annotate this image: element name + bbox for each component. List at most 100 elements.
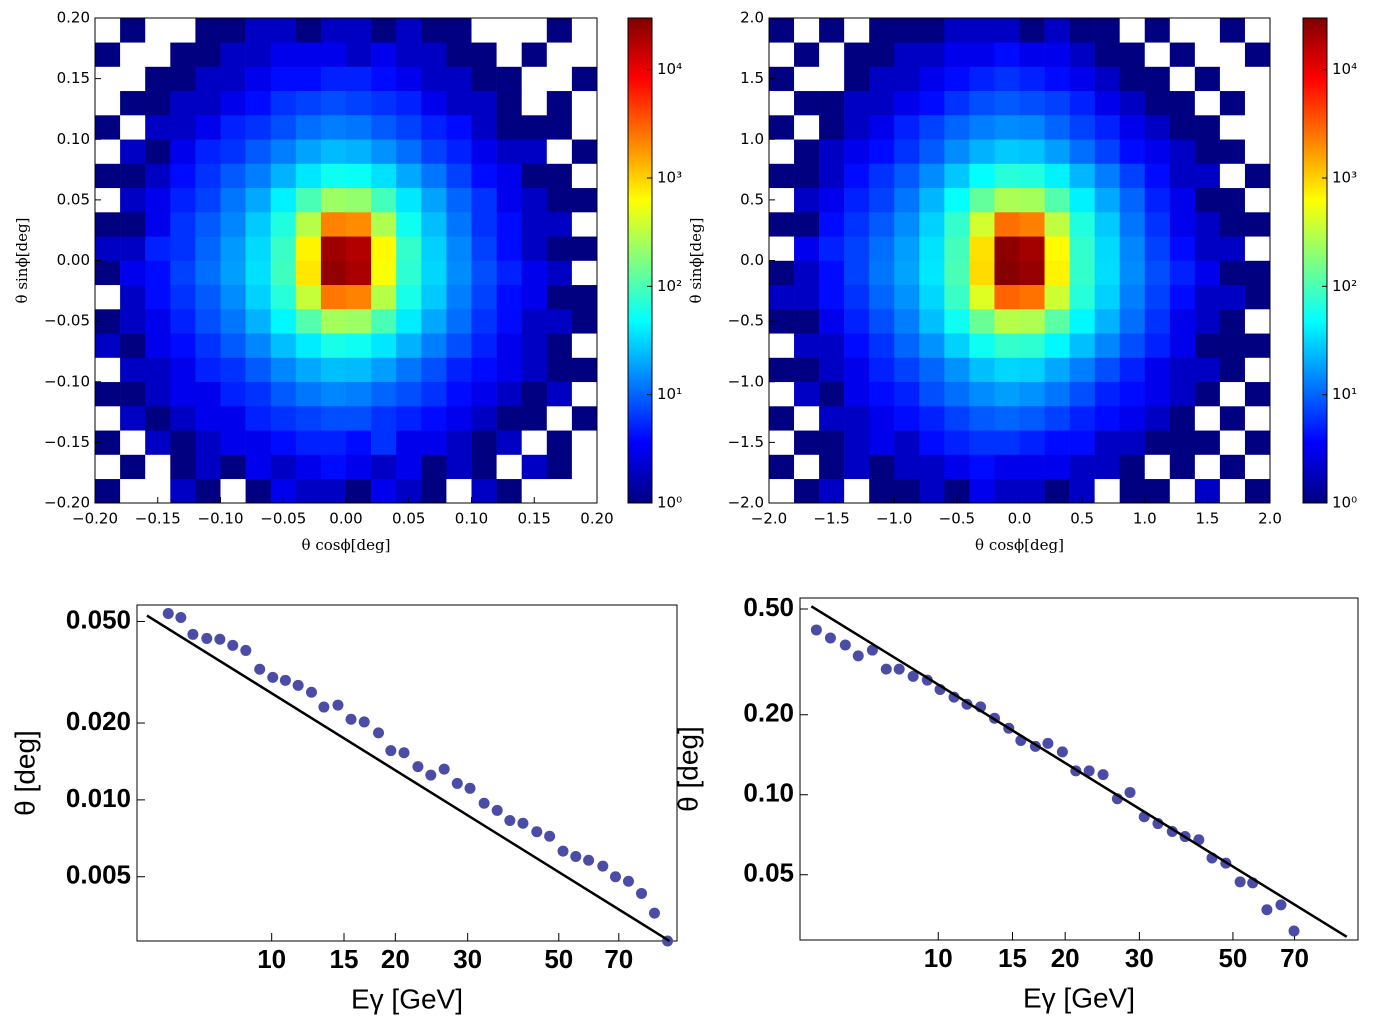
heatmap-cell	[320, 454, 347, 480]
data-point	[810, 624, 822, 636]
heatmap-cell	[571, 139, 598, 164]
heatmap-cell	[471, 260, 497, 286]
heatmap-cell	[346, 284, 372, 310]
heatmap-cell	[471, 139, 497, 164]
heatmap-cell	[1019, 430, 1045, 455]
heatmap-cell	[220, 236, 246, 261]
heatmap-cell	[819, 212, 845, 237]
heatmap-cell	[245, 309, 271, 334]
heatmap-cell	[346, 454, 372, 480]
heatmap-cell	[794, 163, 820, 189]
heatmap-cell	[571, 90, 598, 116]
colorbar-tick-label: 10⁴	[1332, 60, 1357, 78]
heatmap-cell	[1119, 406, 1146, 431]
heatmap-cell	[1119, 115, 1146, 140]
heatmap-cell	[371, 163, 397, 189]
heatmap-cell	[546, 187, 573, 213]
heatmap-cell	[245, 260, 271, 286]
heatmap-cell	[1094, 260, 1120, 286]
y-tick-label: 2.0	[740, 9, 764, 27]
x-tick-label: 0.10	[455, 510, 488, 528]
heatmap-cell	[1244, 260, 1271, 286]
heatmap-cell	[446, 430, 472, 455]
y-tick-label: 0.005	[66, 860, 131, 890]
heatmap-cell	[1019, 478, 1045, 504]
heatmap-cell	[371, 381, 397, 407]
heatmap-cell	[145, 406, 171, 431]
heatmap-cell	[1194, 357, 1221, 383]
heatmap-cell	[944, 66, 970, 92]
heatmap-cell	[969, 381, 995, 407]
heatmap-cell	[894, 42, 920, 67]
heatmap-cell	[195, 18, 221, 43]
heatmap-cell	[1169, 139, 1196, 164]
heatmap-cell	[421, 139, 447, 164]
y-tick-label: 0.20	[57, 9, 90, 27]
heatmap-cell	[794, 115, 820, 140]
heatmap-cell	[769, 260, 795, 286]
heatmap-cell	[844, 309, 870, 334]
heatmap-cell	[396, 284, 422, 310]
heatmap-cell	[320, 66, 347, 92]
heatmap-cell	[1044, 454, 1070, 480]
y-tick-label: −1.0	[728, 372, 764, 390]
heatmap-cell	[944, 236, 970, 261]
x-tick-label: 70	[1280, 943, 1309, 973]
data-point	[267, 671, 279, 683]
heatmap-cell	[195, 139, 221, 164]
heatmap-cell	[1119, 236, 1146, 261]
x-tick-label: 20	[1051, 943, 1080, 973]
x-tick-label: −1.5	[813, 510, 849, 528]
heatmap-cell	[1044, 333, 1070, 358]
heatmap-cell	[794, 430, 820, 455]
heatmap-cell	[270, 406, 297, 431]
heatmap-cell	[919, 115, 945, 140]
y-axis-label: θ [deg]	[672, 726, 703, 812]
heatmap-cell	[220, 66, 246, 92]
heatmap-cell	[894, 284, 920, 310]
heatmap-cell	[295, 357, 322, 383]
heatmap-cell	[145, 357, 171, 383]
subplot: −0.20 −0.15 −0.10 −0.05 0.00 0.05 0.10 0.15 0.20…	[13, 9, 682, 555]
heatmap-cell	[120, 90, 146, 116]
heatmap-cell	[270, 236, 297, 261]
heatmap-cell	[371, 42, 397, 67]
subplot: −2.0 −1.5 −1.0 −0.5 0.0 0.5 1.0 1.5 2.0 −2.0 −1.5 −…	[687, 9, 1357, 555]
heatmap-cell	[969, 187, 995, 213]
y-tick-label: −2.0	[728, 494, 764, 512]
heatmap-cell	[396, 309, 422, 334]
heatmap-cell	[396, 406, 422, 431]
data-point	[425, 769, 437, 781]
heatmap-cell	[120, 430, 146, 455]
heatmap-cell	[1244, 139, 1271, 164]
heatmap-cell	[371, 406, 397, 431]
heatmap-cell	[245, 478, 271, 504]
heatmap-cell	[794, 212, 820, 237]
heatmap-cell	[844, 90, 870, 116]
data-point	[1042, 737, 1054, 749]
data-point	[1056, 746, 1068, 758]
heatmap-cell	[120, 212, 146, 237]
heatmap-cell	[1044, 212, 1070, 237]
heatmap-cell	[1244, 42, 1271, 67]
data-point	[201, 632, 213, 644]
heatmap-cell	[446, 212, 472, 237]
heatmap-cell	[944, 212, 970, 237]
data-point	[866, 644, 878, 656]
heatmap-cell	[1094, 115, 1120, 140]
heatmap-cell	[521, 163, 548, 189]
heatmap-cell	[1169, 163, 1196, 189]
heatmap-cell	[170, 18, 196, 43]
heatmap-cell	[95, 236, 121, 261]
heatmap-cell	[969, 260, 995, 286]
heatmap-cell	[1219, 478, 1246, 504]
heatmap-cell	[1044, 357, 1070, 383]
heatmap-cell	[844, 454, 870, 480]
heatmap-cell	[1169, 478, 1196, 504]
heatmap-cell	[220, 42, 246, 67]
heatmap-cell	[396, 212, 422, 237]
heatmap-cell	[421, 284, 447, 310]
heatmap-cell	[944, 18, 970, 43]
data-point	[531, 826, 543, 838]
heatmap-cell	[1194, 309, 1221, 334]
